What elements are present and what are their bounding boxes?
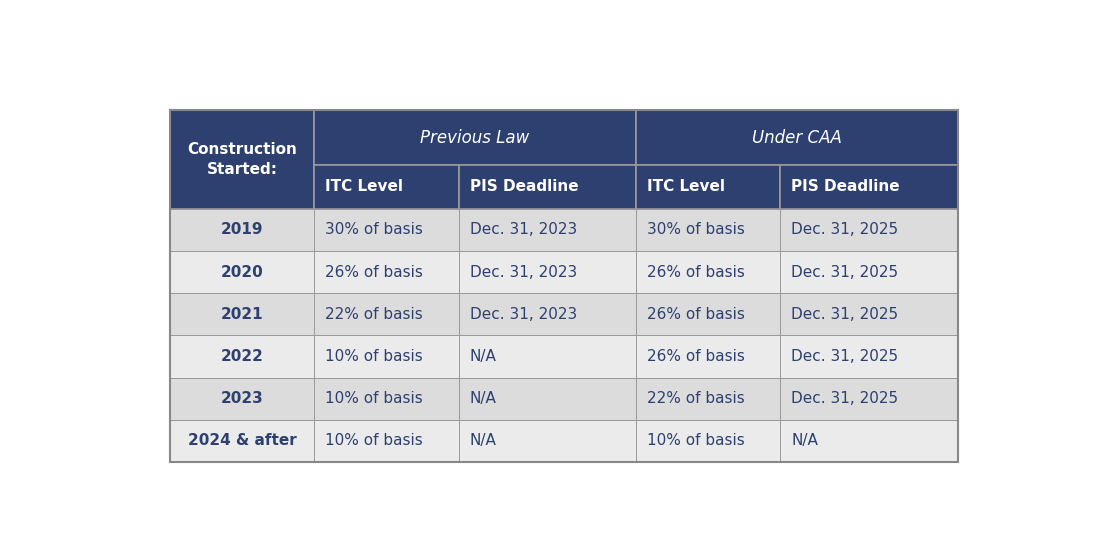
Bar [780,378,958,420]
Text: PIS Deadline: PIS Deadline [470,179,579,194]
Bar [315,251,459,293]
Bar [459,378,636,420]
Text: Dec. 31, 2025: Dec. 31, 2025 [791,391,899,406]
Bar [169,336,315,378]
Text: 10% of basis: 10% of basis [326,349,424,364]
Text: 2019: 2019 [221,223,263,238]
Text: 10% of basis: 10% of basis [326,391,424,406]
Bar [780,165,958,209]
Text: 22% of basis: 22% of basis [326,307,424,322]
Text: ITC Level: ITC Level [326,179,404,194]
Bar [169,293,315,336]
Bar [169,378,315,420]
Bar [636,336,780,378]
Bar [169,420,315,462]
Bar [636,293,780,336]
Bar [315,336,459,378]
Bar [315,165,459,209]
Bar [780,336,958,378]
Text: N/A: N/A [470,433,496,448]
Text: 26% of basis: 26% of basis [647,265,745,279]
Text: Construction
Started:: Construction Started: [187,142,297,177]
Text: Previous Law: Previous Law [420,129,530,147]
Text: N/A: N/A [791,433,818,448]
Text: 26% of basis: 26% of basis [647,349,745,364]
Text: 2022: 2022 [221,349,264,364]
Text: Under CAA: Under CAA [751,129,842,147]
Text: PIS Deadline: PIS Deadline [791,179,900,194]
Text: Dec. 31, 2023: Dec. 31, 2023 [470,307,576,322]
Bar [780,209,958,251]
Text: 2023: 2023 [221,391,263,406]
Bar [315,111,636,165]
Text: 10% of basis: 10% of basis [647,433,745,448]
Bar [315,209,459,251]
Text: 26% of basis: 26% of basis [647,307,745,322]
Bar [636,111,958,165]
Bar [459,165,636,209]
Text: 30% of basis: 30% of basis [647,223,745,238]
Text: N/A: N/A [470,349,496,364]
Text: Dec. 31, 2025: Dec. 31, 2025 [791,307,899,322]
Bar [315,420,459,462]
Text: N/A: N/A [470,391,496,406]
Bar [169,111,958,462]
Bar [636,378,780,420]
Bar [636,420,780,462]
Bar [169,111,315,209]
Bar [636,209,780,251]
Bar [459,420,636,462]
Bar [459,336,636,378]
Text: Dec. 31, 2025: Dec. 31, 2025 [791,223,899,238]
Bar [459,209,636,251]
Text: Dec. 31, 2025: Dec. 31, 2025 [791,349,899,364]
Text: ITC Level: ITC Level [647,179,725,194]
Text: Dec. 31, 2025: Dec. 31, 2025 [791,265,899,279]
Bar [169,209,315,251]
Bar [780,293,958,336]
Bar [636,251,780,293]
Text: 2021: 2021 [221,307,263,322]
Text: Dec. 31, 2023: Dec. 31, 2023 [470,223,576,238]
Text: Dec. 31, 2023: Dec. 31, 2023 [470,265,576,279]
Bar [315,378,459,420]
Bar [169,251,315,293]
Text: 10% of basis: 10% of basis [326,433,424,448]
Bar [780,251,958,293]
Text: 2020: 2020 [221,265,263,279]
Text: 26% of basis: 26% of basis [326,265,424,279]
Text: 30% of basis: 30% of basis [326,223,424,238]
Bar [459,293,636,336]
Bar [780,420,958,462]
Bar [315,293,459,336]
Bar [636,165,780,209]
Text: 2024 & after: 2024 & after [188,433,296,448]
Bar [459,251,636,293]
Text: 22% of basis: 22% of basis [647,391,745,406]
